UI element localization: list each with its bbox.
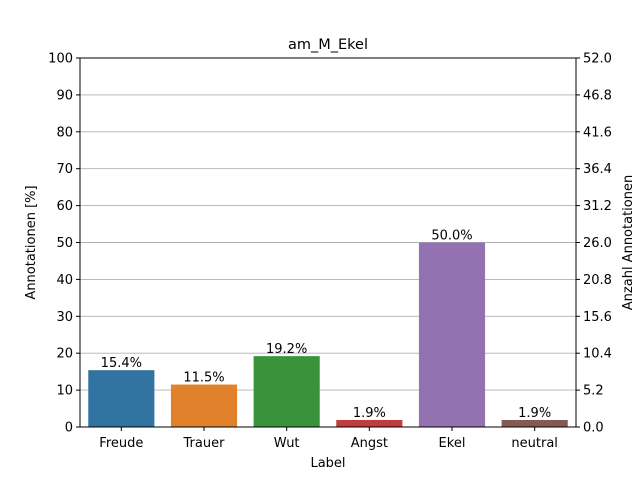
x-axis-label: Label	[310, 456, 345, 471]
y-tick-label-right: 52.0	[583, 52, 612, 67]
y-tick-label-right: 31.2	[583, 199, 612, 214]
y-tick-label-right: 41.6	[583, 125, 612, 140]
bar-trauer	[170, 384, 238, 427]
y-tick-label-right: 46.8	[583, 88, 612, 103]
data-label: 1.9%	[518, 406, 551, 421]
data-label: 1.9%	[353, 406, 386, 421]
y-tick-label-left: 80	[56, 125, 73, 140]
ticks: 0 10 20 30 40 50 60 70 80 90 100 0.0 5.2 10.4 15.6 20.8…	[48, 52, 612, 452]
data-label: 11.5%	[183, 371, 224, 386]
x-tick-label: Freude	[99, 436, 143, 451]
x-tick-label: Ekel	[439, 436, 466, 451]
y-tick-label-right: 0.0	[583, 421, 604, 436]
y-tick-label-left: 70	[56, 162, 73, 177]
chart-title: am_M_Ekel	[288, 37, 368, 53]
x-tick-label: neutral	[511, 436, 558, 451]
bar-angst	[336, 419, 403, 427]
y-tick-label-right: 5.2	[583, 384, 604, 399]
bars	[88, 242, 568, 427]
bar-neutral	[501, 419, 568, 427]
y-axis-label-left: Annotationen [%]	[24, 185, 39, 299]
bar-wut	[253, 356, 320, 427]
data-labels: 15.4% 11.5% 19.2% 1.9% 50.0% 1.9%	[101, 229, 552, 421]
y-tick-label-right: 36.4	[583, 162, 612, 177]
bar-freude	[88, 370, 155, 427]
x-tick-label: Wut	[274, 436, 300, 451]
data-label: 50.0%	[431, 229, 472, 244]
y-axis-label-right: Anzahl Annotationen	[621, 175, 636, 310]
bar-ekel	[418, 242, 486, 427]
y-tick-label-left: 50	[56, 236, 73, 251]
y-tick-label-left: 30	[56, 310, 73, 325]
y-tick-label-left: 10	[56, 384, 73, 399]
x-tick-label: Angst	[351, 436, 388, 451]
x-tick-label: Trauer	[183, 436, 226, 451]
y-tick-label-right: 26.0	[583, 236, 612, 251]
y-tick-label-left: 100	[48, 52, 73, 67]
y-tick-label-left: 20	[56, 347, 73, 362]
y-tick-label-right: 15.6	[583, 310, 612, 325]
y-tick-label-left: 0	[65, 421, 73, 436]
y-tick-label-left: 40	[56, 273, 73, 288]
y-tick-label-right: 20.8	[583, 273, 612, 288]
y-tick-label-left: 60	[56, 199, 73, 214]
y-tick-label-right: 10.4	[583, 347, 612, 362]
data-label: 19.2%	[266, 342, 307, 357]
y-tick-label-left: 90	[56, 88, 73, 103]
data-label: 15.4%	[101, 356, 142, 371]
